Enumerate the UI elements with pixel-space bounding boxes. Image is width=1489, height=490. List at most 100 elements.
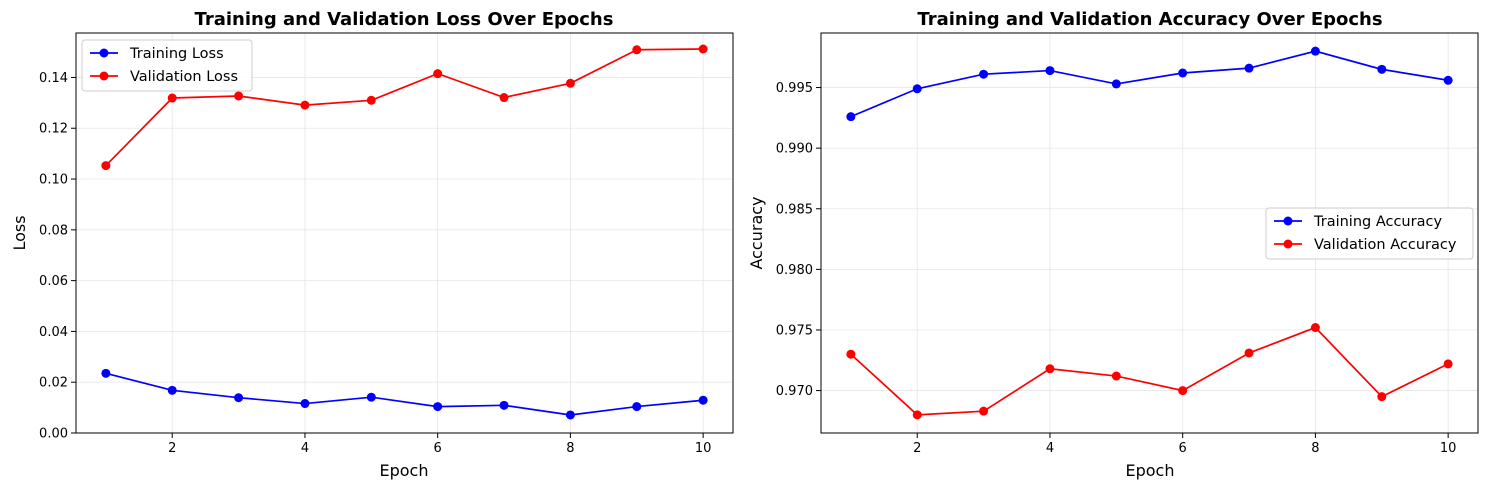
data-point bbox=[565, 78, 575, 88]
legend-label: Validation Loss bbox=[130, 69, 238, 85]
y-axis-label: Loss bbox=[10, 215, 29, 250]
series-validation bbox=[846, 323, 1453, 420]
data-point bbox=[433, 69, 443, 79]
y-tick-label: 0.12 bbox=[39, 122, 68, 137]
legend-box bbox=[1265, 207, 1474, 260]
data-point bbox=[846, 349, 856, 359]
legend-label: Training Loss bbox=[129, 46, 224, 62]
data-point bbox=[632, 45, 642, 55]
x-axis-label: Epoch bbox=[1126, 461, 1175, 480]
legend-label: Validation Accuracy bbox=[1314, 237, 1457, 253]
data-point bbox=[1443, 75, 1453, 85]
x-tick-label: 8 bbox=[566, 441, 574, 456]
data-point bbox=[846, 112, 856, 122]
chart-loss: 2 4 6 8 10 0.00 0.02 0.04 0.06 0.08 0.10 0.12 0.14 Tr… bbox=[10, 9, 734, 480]
legend: Training Accuracy Validation Accuracy bbox=[1265, 207, 1474, 260]
series-training bbox=[846, 46, 1453, 122]
data-point bbox=[167, 93, 177, 103]
data-point bbox=[1178, 68, 1188, 78]
legend-box bbox=[81, 39, 253, 92]
chart-accuracy: 2 4 6 8 10 0.970 0.975 0.980 0.985 0.990 0.995 Trai… bbox=[747, 9, 1479, 480]
data-point bbox=[1045, 364, 1055, 374]
x-tick-label: 2 bbox=[913, 441, 921, 456]
data-point bbox=[234, 91, 244, 101]
data-point bbox=[1310, 323, 1320, 333]
data-point bbox=[1244, 348, 1254, 358]
data-point bbox=[1178, 386, 1188, 396]
data-point bbox=[1111, 79, 1121, 89]
x-tick-label: 4 bbox=[301, 441, 309, 456]
data-point bbox=[366, 95, 376, 105]
data-point bbox=[698, 395, 708, 405]
y-tick-label: 0.970 bbox=[776, 384, 813, 399]
series-line bbox=[105, 48, 704, 167]
axes-frame bbox=[75, 32, 734, 434]
y-tick-label: 0.06 bbox=[39, 274, 68, 289]
grid bbox=[76, 33, 733, 434]
data-point bbox=[979, 69, 989, 79]
axes-frame bbox=[820, 32, 1479, 434]
legend-marker bbox=[1283, 239, 1293, 249]
y-tick-label: 0.990 bbox=[776, 142, 813, 157]
x-tick-label: 6 bbox=[1179, 441, 1187, 456]
data-point bbox=[698, 44, 708, 54]
data-point bbox=[300, 100, 310, 110]
data-point bbox=[632, 402, 642, 412]
data-point bbox=[1045, 66, 1055, 76]
data-point bbox=[300, 399, 310, 409]
legend-marker bbox=[99, 71, 109, 81]
legend-entry: Validation Loss bbox=[90, 69, 238, 85]
legend: Training Loss Validation Loss bbox=[81, 39, 253, 92]
legend-marker bbox=[99, 48, 109, 58]
y-tick-label: 0.980 bbox=[776, 263, 813, 278]
y-tick-label: 0.985 bbox=[776, 202, 813, 217]
x-tick-label: 4 bbox=[1046, 441, 1054, 456]
data-point bbox=[1310, 46, 1320, 56]
y-tick-label: 0.14 bbox=[39, 71, 68, 86]
series-line bbox=[850, 326, 1449, 416]
data-point bbox=[433, 402, 443, 412]
data-point bbox=[1443, 359, 1453, 369]
y-tick-label: 0.08 bbox=[39, 223, 68, 238]
data-point bbox=[912, 410, 922, 420]
data-point bbox=[499, 93, 509, 103]
x-tick-label: 2 bbox=[168, 441, 176, 456]
data-point bbox=[912, 84, 922, 94]
data-point bbox=[1244, 63, 1254, 73]
data-point bbox=[234, 393, 244, 403]
chart-title: Training and Validation Loss Over Epochs bbox=[195, 9, 614, 30]
data-point bbox=[366, 392, 376, 402]
y-tick-label: 0.00 bbox=[39, 427, 68, 442]
x-tick-label: 10 bbox=[1440, 441, 1457, 456]
legend-entry: Training Loss bbox=[90, 46, 224, 62]
series-line bbox=[850, 50, 1449, 118]
legend-marker bbox=[1283, 216, 1293, 226]
y-tick-label: 0.10 bbox=[39, 173, 68, 188]
y-tick-label: 0.02 bbox=[39, 376, 68, 391]
data-point bbox=[167, 385, 177, 395]
y-tick-label: 0.04 bbox=[39, 325, 68, 340]
legend-entry: Validation Accuracy bbox=[1274, 237, 1457, 253]
series-line bbox=[105, 372, 704, 416]
data-point bbox=[101, 368, 111, 378]
x-tick-label: 8 bbox=[1311, 441, 1319, 456]
y-tick-label: 0.975 bbox=[776, 323, 813, 338]
x-tick-label: 6 bbox=[434, 441, 442, 456]
chart-title: Training and Validation Accuracy Over Ep… bbox=[917, 9, 1382, 30]
series-validation bbox=[101, 44, 708, 171]
data-point bbox=[101, 161, 111, 171]
data-point bbox=[565, 410, 575, 420]
legend-entry: Training Accuracy bbox=[1274, 214, 1442, 230]
y-tick-label: 0.995 bbox=[776, 81, 813, 96]
data-point bbox=[1111, 371, 1121, 381]
series-training bbox=[101, 368, 708, 420]
x-tick-label: 10 bbox=[695, 441, 712, 456]
data-point bbox=[1377, 392, 1387, 402]
data-point bbox=[979, 406, 989, 416]
x-axis-label: Epoch bbox=[380, 461, 429, 480]
y-axis-label: Accuracy bbox=[747, 196, 766, 269]
legend-label: Training Accuracy bbox=[1313, 214, 1442, 230]
data-point bbox=[499, 400, 509, 410]
data-point bbox=[1377, 64, 1387, 74]
